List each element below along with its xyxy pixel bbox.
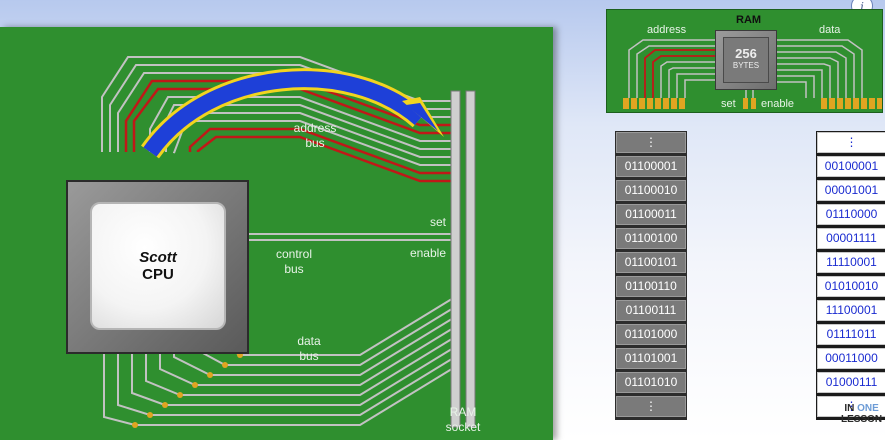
data-cell: 11110001 bbox=[817, 252, 885, 273]
brand-one: ONE bbox=[857, 403, 879, 414]
data-bus-label-line1: data bbox=[297, 334, 321, 348]
data-cell: ⋮ bbox=[817, 132, 885, 153]
control-bus-wires bbox=[249, 233, 455, 241]
address-cell: 01101000 bbox=[616, 324, 686, 345]
ram-size: 256 bbox=[735, 46, 757, 61]
set-label: set bbox=[429, 215, 446, 229]
brand-lesson: LESSON bbox=[841, 414, 883, 425]
ram-socket-label-line1: RAM bbox=[449, 405, 477, 419]
ram-chip-die: 256 BYTES bbox=[723, 37, 769, 83]
ram-module: RAM address data set enable 256 BYTES bbox=[606, 9, 883, 113]
address-cell: 01100011 bbox=[616, 204, 686, 225]
ram-socket-label: RAM socket bbox=[438, 405, 488, 435]
control-bus-label: control bus bbox=[264, 247, 324, 277]
address-bus-label: address bus bbox=[285, 121, 345, 151]
address-cell: 01100101 bbox=[616, 252, 686, 273]
address-cell: 01100111 bbox=[616, 300, 686, 321]
bus-wires bbox=[101, 56, 476, 428]
data-bus-label: data bus bbox=[279, 334, 339, 364]
ram-module-wires bbox=[623, 39, 882, 109]
cpu-label: CPU bbox=[142, 266, 174, 283]
data-column: ⋮ 00100001 00001001 01110000 00001111 1111000… bbox=[816, 131, 885, 420]
cpu-chip: Scott CPU bbox=[66, 180, 249, 354]
ram-socket bbox=[450, 90, 476, 428]
address-bus-label-line2: bus bbox=[305, 136, 325, 150]
data-cell: 00001111 bbox=[817, 228, 885, 249]
data-cell: 01000111 bbox=[817, 372, 885, 393]
address-cell: ⋮ bbox=[616, 132, 686, 153]
address-cell: ⋮ bbox=[616, 396, 686, 417]
data-cell: 00001001 bbox=[817, 180, 885, 201]
data-flow-arrow bbox=[141, 68, 444, 159]
ram-unit: BYTES bbox=[732, 61, 760, 70]
ram-data-label: data bbox=[819, 24, 841, 36]
address-cell: 01100010 bbox=[616, 180, 686, 201]
brand-logo: IN ONE LESSON bbox=[841, 403, 882, 425]
control-bus-label-line2: bus bbox=[284, 262, 304, 276]
data-cell: 11100001 bbox=[817, 300, 885, 321]
address-cell: 01101001 bbox=[616, 348, 686, 369]
ram-socket-label-line2: socket bbox=[445, 420, 481, 434]
address-cell: 01100001 bbox=[616, 156, 686, 177]
address-cell: 01100110 bbox=[616, 276, 686, 297]
address-column: ⋮ 01100001 01100010 01100011 01100100 0110010… bbox=[615, 131, 687, 420]
address-bus-label-line1: address bbox=[293, 121, 337, 135]
cpu-die: Scott CPU bbox=[90, 202, 226, 330]
data-bus-label-line2: bus bbox=[299, 349, 319, 363]
circuit-board: address bus control bus data bus set ena… bbox=[0, 27, 553, 440]
ram-enable-label: enable bbox=[761, 98, 795, 110]
data-cell: 01110000 bbox=[817, 204, 885, 225]
cpu-name: Scott bbox=[139, 249, 177, 266]
address-cell: 01100100 bbox=[616, 228, 686, 249]
brand-in: IN bbox=[844, 403, 855, 414]
enable-label: enable bbox=[409, 246, 446, 260]
ram-address-label: address bbox=[647, 24, 687, 36]
address-cell: 01101010 bbox=[616, 372, 686, 393]
data-cell: 01010010 bbox=[817, 276, 885, 297]
ram-set-label: set bbox=[721, 98, 736, 110]
control-bus-label-line1: control bbox=[275, 247, 313, 261]
data-cell: 00100001 bbox=[817, 156, 885, 177]
ram-chip: 256 BYTES bbox=[715, 30, 777, 90]
data-cell: ⋮ bbox=[817, 396, 885, 417]
data-cell: 01111011 bbox=[817, 324, 885, 345]
data-cell: 00011000 bbox=[817, 348, 885, 369]
ram-title: RAM bbox=[736, 14, 762, 26]
